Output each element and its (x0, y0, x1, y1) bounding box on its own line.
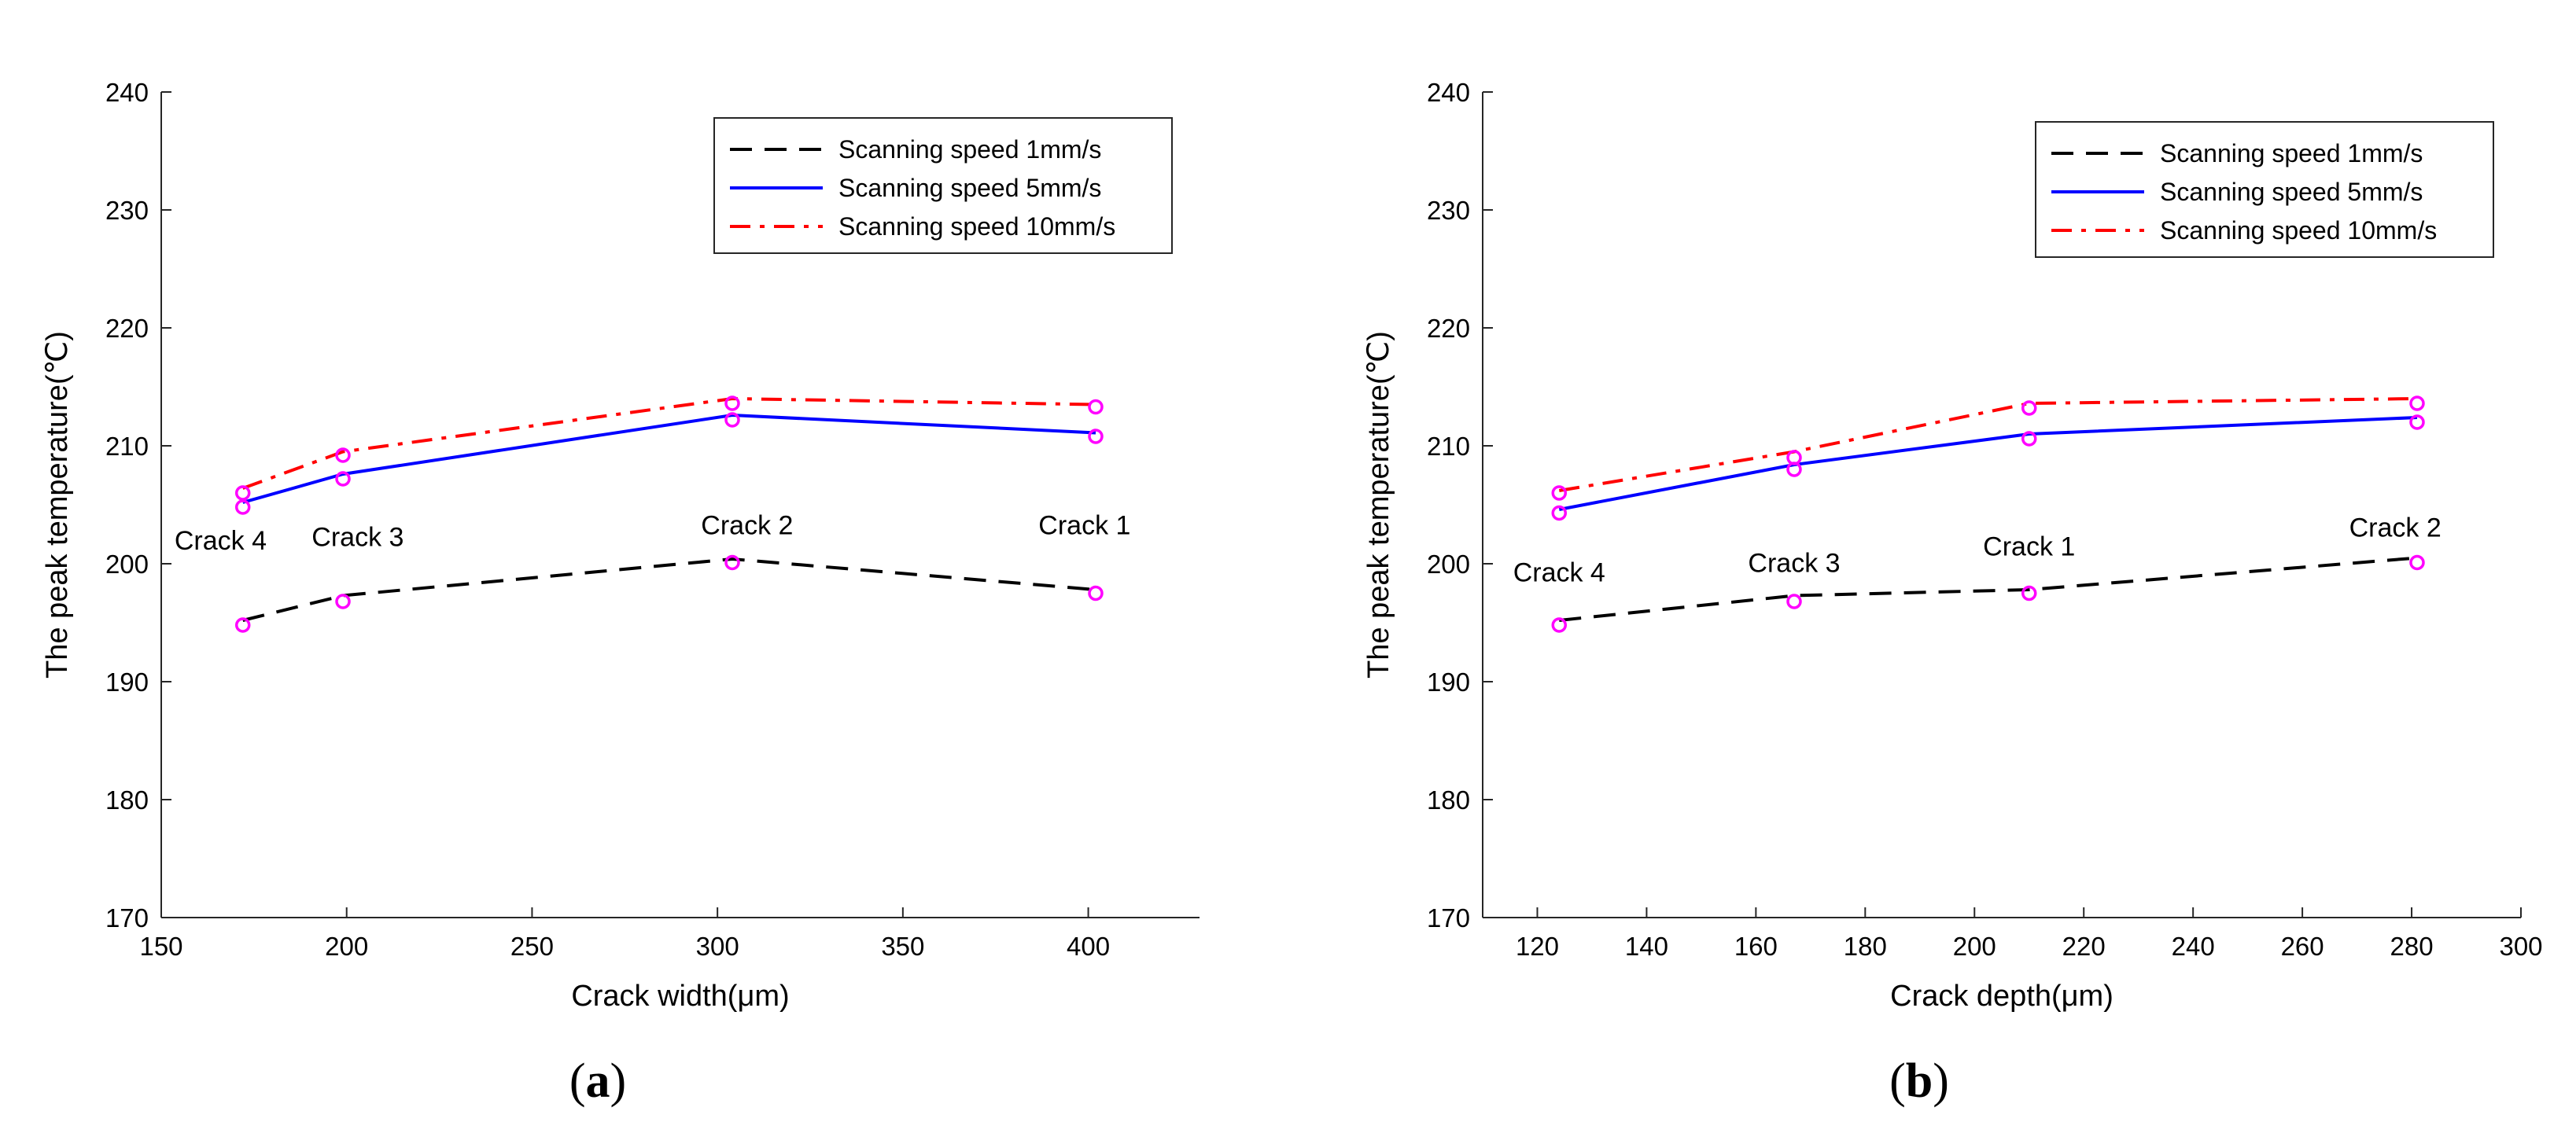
data-marker (2021, 400, 2037, 416)
x-tick-label: 300 (696, 932, 739, 961)
y-tick-label: 200 (105, 550, 149, 579)
data-marker (724, 412, 740, 428)
y-tick-label: 170 (1427, 903, 1470, 933)
data-marker (1088, 399, 1104, 415)
crack-annotation: Crack 1 (1983, 532, 2075, 562)
crack-annotation: Crack 4 (175, 526, 267, 556)
data-marker (1551, 505, 1568, 521)
data-marker (234, 485, 251, 501)
panel-a: 150 200 250 300 350 400 170 180 190 200 210 220 230 2… (41, 78, 1200, 1108)
x-axis-label: Crack width(μm) (571, 980, 789, 1013)
legend-entry: Scanning speed 10mm/s (838, 212, 1115, 241)
series-line-1 (1559, 556, 2418, 622)
panel-label: (b) (1889, 1054, 1949, 1108)
y-tick-label: 180 (1427, 785, 1470, 815)
crack-annotation: Crack 2 (2349, 513, 2441, 543)
y-tick-label: 240 (105, 78, 149, 107)
crack-annotation: Crack 4 (1513, 558, 1605, 588)
x-tick-label: 240 (2172, 932, 2215, 961)
x-tick-label: 350 (881, 932, 924, 961)
crack-annotation: Crack 3 (311, 523, 404, 553)
y-tick-label: 230 (1427, 196, 1470, 225)
x-tick-label: 180 (1844, 932, 1887, 961)
crack-annotation: Crack 2 (701, 511, 793, 541)
x-tick-label: 200 (325, 932, 368, 961)
crack-annotation: Crack 1 (1038, 511, 1130, 541)
data-marker (2021, 585, 2037, 601)
legend-box (713, 117, 1173, 254)
y-tick-label: 180 (105, 785, 149, 815)
data-marker (1551, 485, 1568, 501)
panel-label: (a) (569, 1054, 626, 1108)
data-marker (335, 471, 351, 487)
data-marker (234, 499, 251, 515)
x-tick-label: 400 (1067, 932, 1110, 961)
legend-box (2035, 121, 2494, 258)
data-marker (335, 447, 351, 463)
panel-b: 120 140 160 180 200 220 240 260 280 300 170 180 190 2… (1362, 78, 2543, 1108)
y-tick-label: 200 (1427, 550, 1470, 579)
x-tick-label: 140 (1625, 932, 1668, 961)
x-tick-label: 160 (1734, 932, 1778, 961)
y-tick-label: 220 (105, 314, 149, 343)
data-marker (2409, 414, 2425, 430)
x-tick-label: 300 (2499, 932, 2542, 961)
legend-entry: Scanning speed 1mm/s (2160, 139, 2423, 167)
legend-entry: Scanning speed 10mm/s (2160, 216, 2437, 245)
series-line-3 (1558, 397, 2418, 492)
y-tick-label: 170 (105, 903, 149, 933)
data-marker (724, 554, 740, 571)
x-tick-label: 250 (510, 932, 554, 961)
series-line-1 (242, 557, 1096, 622)
legend-entry: Scanning speed 5mm/s (2160, 178, 2423, 206)
x-tick-label: 280 (2390, 932, 2434, 961)
data-marker (335, 594, 351, 609)
series-line-2 (242, 413, 1096, 504)
y-tick-label: 240 (1427, 78, 1470, 107)
y-tick-label: 220 (1427, 314, 1470, 343)
series-line-3 (242, 396, 1096, 490)
y-tick-label: 190 (105, 668, 149, 697)
data-marker (1786, 450, 1802, 465)
data-marker (1551, 617, 1568, 633)
x-axis-label: Crack depth(μm) (1890, 980, 2113, 1013)
x-tick-label: 150 (139, 932, 182, 961)
data-marker (2409, 395, 2425, 411)
y-tick-label: 210 (1427, 432, 1470, 461)
crack-annotation: Crack 3 (1748, 549, 1840, 579)
data-marker (1088, 585, 1104, 601)
x-tick-label: 120 (1516, 932, 1559, 961)
data-marker (724, 395, 740, 411)
series-line-2 (1558, 416, 2418, 511)
data-marker (1786, 594, 1802, 609)
legend-entry: Scanning speed 5mm/s (838, 174, 1101, 202)
y-tick-label: 190 (1427, 668, 1470, 697)
y-tick-label: 210 (105, 432, 149, 461)
data-marker (2021, 431, 2037, 447)
y-tick-label: 230 (105, 196, 149, 225)
y-axis-label: The peak temperature(℃) (41, 331, 74, 679)
legend-entry: Scanning speed 1mm/s (838, 135, 1101, 164)
x-tick-label: 260 (2281, 932, 2324, 961)
y-axis-label: The peak temperature(℃) (1362, 331, 1395, 679)
x-tick-label: 220 (2062, 932, 2106, 961)
data-marker (234, 617, 251, 633)
data-marker (1088, 429, 1104, 444)
x-tick-label: 200 (1953, 932, 1996, 961)
data-marker (2409, 554, 2425, 571)
